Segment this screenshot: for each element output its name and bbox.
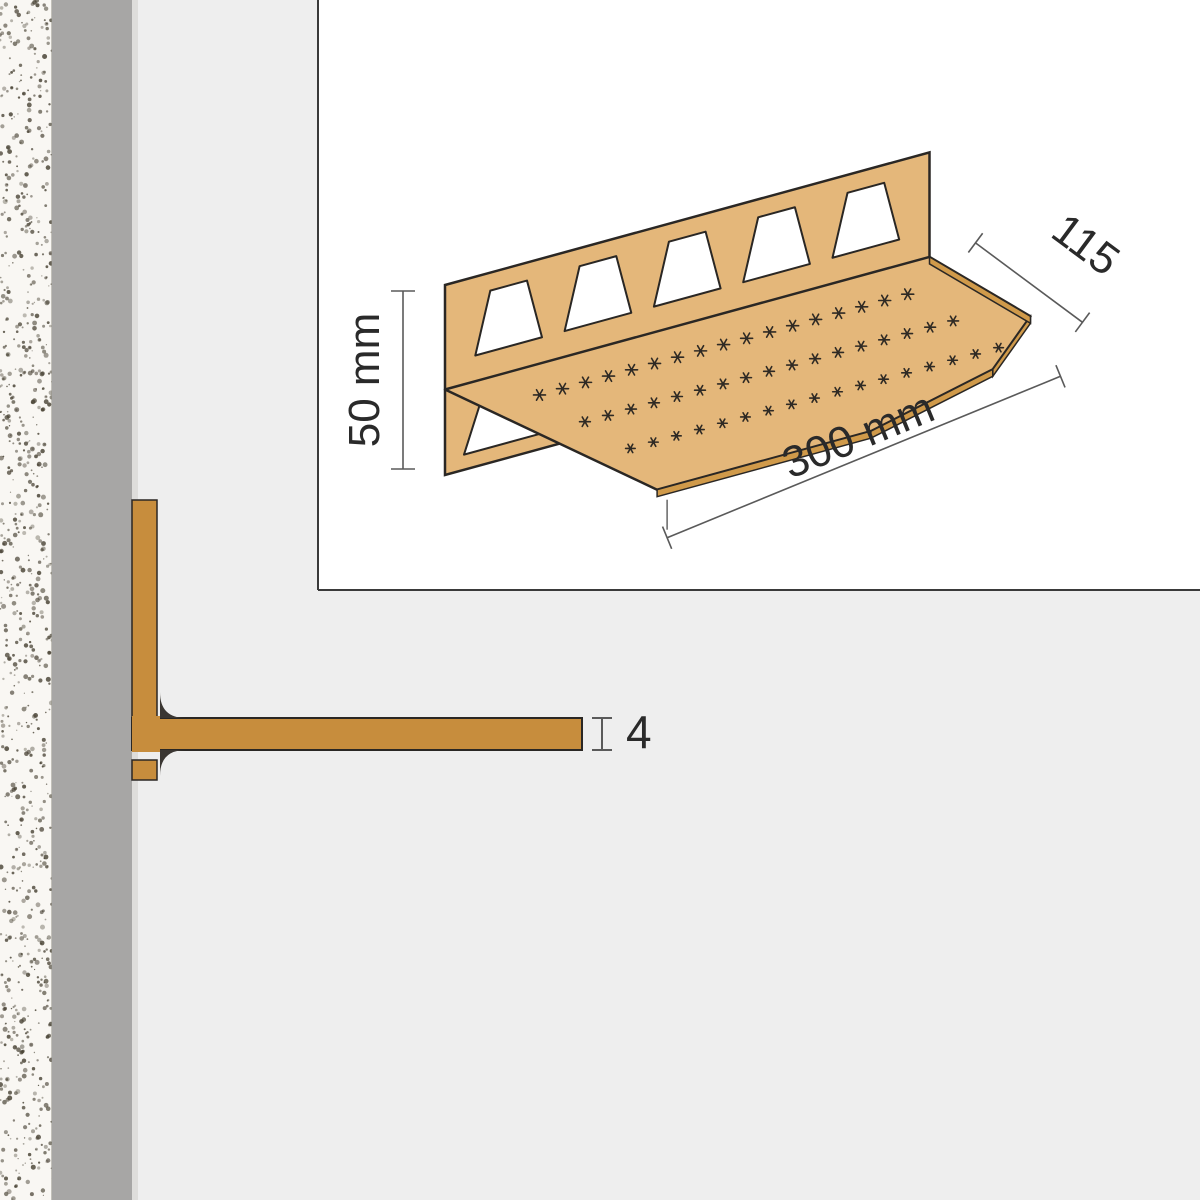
dim-thickness: 4 [626, 706, 652, 758]
technical-drawing: 450 mm300 mm115 [0, 0, 1200, 1200]
dim-height: 50 mm [340, 313, 389, 447]
